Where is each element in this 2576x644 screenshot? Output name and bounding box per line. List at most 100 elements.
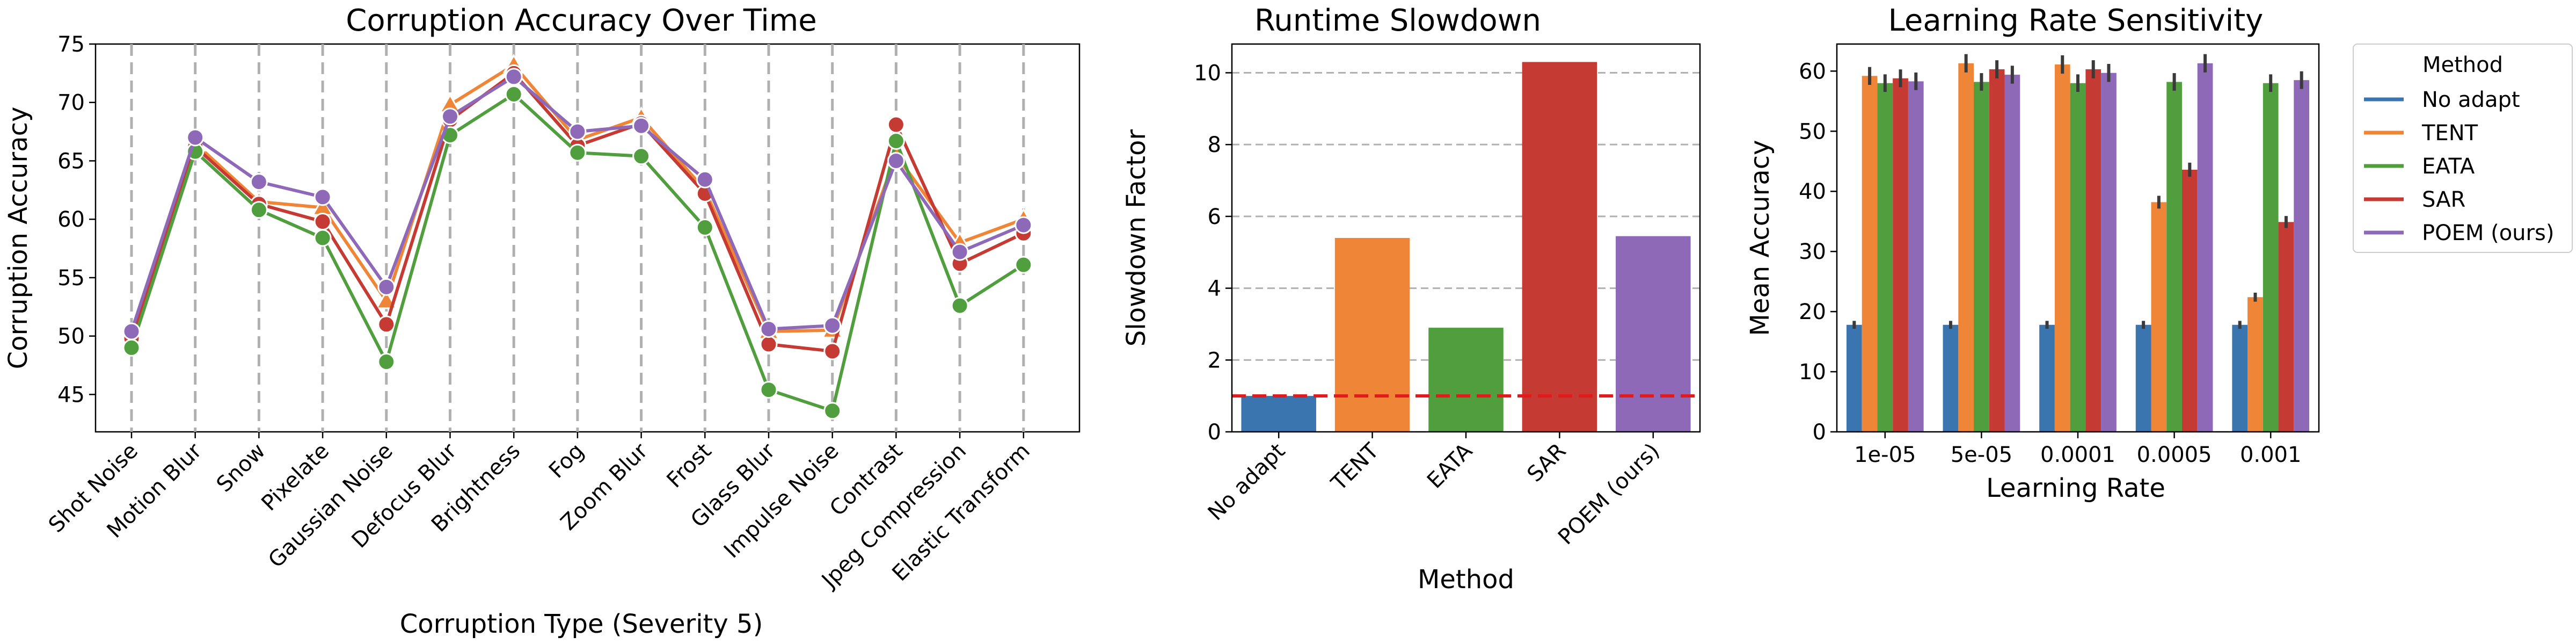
legend-item-label: SAR: [2422, 187, 2465, 212]
legend-box: [2353, 44, 2573, 253]
bar: [2135, 324, 2151, 432]
x-axis-label: Learning Rate: [1986, 473, 2165, 503]
data-point: [887, 132, 905, 150]
data-point: [632, 147, 651, 165]
y-axis-label: Slowdown Factor: [1121, 129, 1151, 346]
data-point: [250, 173, 268, 191]
y-tick-label: 75: [57, 32, 85, 57]
bar: [2166, 82, 2182, 432]
x-tick-label: EATA: [1422, 438, 1477, 493]
data-point: [568, 143, 587, 162]
data-point: [377, 278, 396, 296]
legend-item-label: POEM (ours): [2422, 221, 2554, 245]
data-point: [313, 229, 332, 247]
bar: [1862, 76, 1878, 432]
data-point: [1015, 216, 1033, 234]
bar: [2151, 202, 2167, 432]
bar: [1846, 324, 1862, 432]
bar: [1958, 63, 1974, 432]
bar: [2101, 73, 2117, 432]
bar: [2085, 69, 2101, 432]
x-axis-label: Method: [1418, 565, 1514, 595]
x-tick-label: 0.0005: [2137, 443, 2212, 467]
x-tick-label: Frost: [662, 439, 716, 493]
legend-item-label: No adapt: [2422, 88, 2520, 112]
bar: [1522, 62, 1597, 432]
runtime-slowdown-chart: Runtime Slowdown 0 2 4 6 8 10 No adapt TENT EAT…: [1121, 3, 1701, 595]
y-axis-label: Corruption Accuracy: [3, 107, 33, 370]
data-point: [823, 402, 842, 420]
bar: [1334, 238, 1410, 432]
y-tick-label: 50: [1799, 119, 1826, 144]
bar: [2247, 297, 2263, 432]
chart-title: Corruption Accuracy Over Time: [346, 3, 817, 38]
y-tick-label: 0: [1813, 420, 1826, 445]
bar: [2294, 80, 2310, 432]
bar: [1943, 324, 1959, 432]
bar: [2232, 324, 2248, 432]
bar: [1616, 236, 1691, 432]
x-tick-label: TENT: [1326, 438, 1384, 496]
data-point: [696, 170, 714, 189]
y-tick-label: 4: [1208, 277, 1221, 301]
y-tick-label: 10: [1194, 61, 1221, 85]
data-point: [823, 316, 842, 335]
y-tick-label: 8: [1208, 133, 1221, 157]
bar: [1241, 396, 1316, 432]
y-tick-label: 2: [1208, 348, 1221, 373]
data-point: [760, 320, 778, 338]
data-point: [122, 338, 141, 357]
data-point: [951, 243, 969, 261]
y-tick-label: 20: [1799, 300, 1826, 324]
y-axis-label: Mean Accuracy: [1745, 140, 1775, 336]
bar: [2181, 169, 2198, 432]
data-point: [250, 201, 268, 219]
bar: [1893, 78, 1908, 432]
y-tick-label: 50: [57, 324, 85, 349]
x-tick-label: 0.0001: [2040, 443, 2115, 467]
bar: [1428, 328, 1504, 432]
data-point: [313, 213, 332, 231]
data-point: [696, 218, 714, 236]
x-tick-label: Snow: [212, 439, 271, 497]
x-tick-label: 5e-05: [1951, 443, 2012, 467]
data-point: [505, 68, 523, 86]
chart-title: Runtime Slowdown: [1254, 3, 1541, 38]
plot-frame: [94, 43, 1081, 433]
corruption-accuracy-chart: Corruption Accuracy Over Time 45 50 55 60 65…: [3, 3, 1081, 639]
bar: [2039, 324, 2055, 432]
x-tick-label: SAR: [1522, 439, 1571, 487]
data-point: [377, 353, 396, 371]
bar: [1989, 69, 2005, 432]
y-tick-label: 0: [1208, 420, 1221, 445]
x-tick-label: 0.001: [2240, 443, 2302, 467]
data-point: [760, 335, 778, 353]
data-point: [186, 128, 205, 147]
data-point: [505, 85, 523, 104]
bar: [1908, 81, 1924, 432]
bar: [1974, 82, 1989, 432]
y-tick-label: 60: [57, 207, 85, 232]
learning-rate-chart: Learning Rate Sensitivity 0102030405060 …: [1745, 3, 2320, 503]
data-point: [122, 322, 141, 341]
y-tick-label: 70: [57, 91, 85, 115]
data-point: [760, 381, 778, 399]
y-tick-label: 60: [1799, 59, 1826, 84]
data-point: [632, 117, 651, 135]
data-point: [1015, 256, 1033, 274]
bar: [2278, 222, 2294, 432]
data-point: [568, 122, 587, 141]
data-point: [377, 315, 396, 334]
legend-title: Method: [2422, 53, 2503, 77]
x-tick-label: Fog: [544, 439, 589, 483]
bar: [1877, 83, 1893, 432]
legend-item-label: TENT: [2421, 121, 2478, 146]
x-tick-label: POEM (ours): [1553, 439, 1665, 550]
bar: [2070, 83, 2086, 432]
legend-item-label: EATA: [2422, 154, 2475, 179]
y-tick-label: 6: [1208, 205, 1221, 229]
data-point: [313, 188, 332, 206]
y-tick-label: 55: [57, 266, 85, 291]
y-tick-label: 40: [1799, 179, 1826, 204]
